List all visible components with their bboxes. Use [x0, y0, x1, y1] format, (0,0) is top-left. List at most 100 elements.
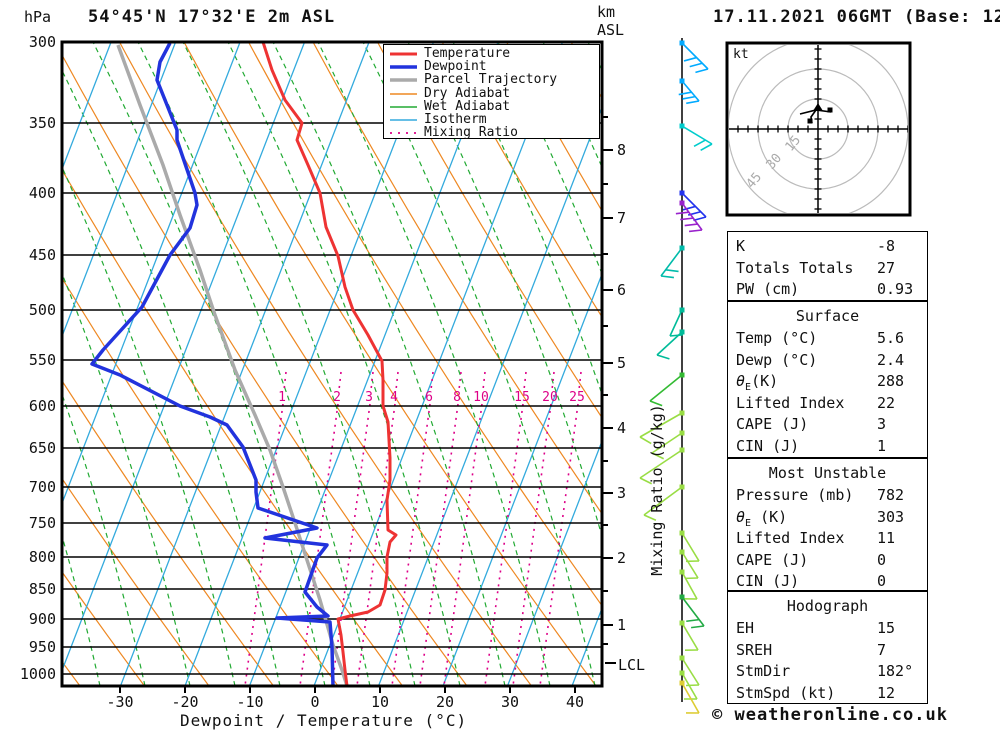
- bottom-axis-title: Dewpoint / Temperature (°C): [180, 711, 468, 730]
- wet-adiabat-line: [317, 42, 551, 686]
- wet-adiabat-line: [362, 42, 596, 686]
- wind-barb: [679, 123, 713, 152]
- isotherm-line: [313, 42, 564, 686]
- mixing-ratio-line: [338, 371, 342, 391]
- mixing-ratio-line: [430, 371, 434, 391]
- temp-tick-label: -10: [236, 693, 264, 711]
- table-row-value: 182°: [877, 662, 914, 680]
- wet-adiabat-line: [272, 42, 506, 686]
- table-row-value: 782: [877, 486, 905, 504]
- mixing-ratio-line: [482, 371, 486, 391]
- wind-barb-station-dot: [679, 307, 685, 313]
- km-tick-label: 5: [617, 354, 627, 372]
- legend-item-label: Mixing Ratio: [424, 125, 518, 141]
- wind-barb-shaft: [660, 247, 683, 277]
- km-tick-label: 8: [617, 141, 627, 159]
- wet-adiabat-line: [62, 69, 281, 686]
- mixing-ratio-line: [370, 371, 374, 391]
- mixing-ratio-line: [395, 371, 399, 391]
- wind-barb-feather: [700, 143, 713, 152]
- table-row-label: Lifted Index: [736, 529, 845, 547]
- table-row-label: CAPE (J): [736, 550, 809, 569]
- mixing-ratio-line: [484, 403, 524, 686]
- mixing-ratio-line: [551, 371, 555, 391]
- pressure-tick-label: 500: [28, 301, 56, 319]
- table-row: Lifted Index 22: [736, 394, 921, 412]
- km-tick-label: 6: [617, 281, 627, 299]
- pressure-tick-label: 750: [28, 514, 56, 532]
- table-row-label: Lifted Index: [736, 393, 845, 412]
- legend-item-label: Temperature: [424, 46, 511, 61]
- wind-barb: [651, 430, 685, 460]
- wind-barb-feather: [682, 95, 696, 100]
- table-row-label: StmSpd (kt): [736, 683, 836, 702]
- wind-barb-station-dot: [679, 680, 685, 686]
- mixing-ratio-value: 4: [390, 390, 398, 405]
- table-row: SREH 7: [736, 641, 921, 659]
- legend-item: Dewpoint: [384, 59, 599, 74]
- legend-item: Parcel Trajectory: [384, 72, 599, 87]
- wind-barb: [649, 372, 685, 407]
- wind-barb-shaft: [681, 672, 698, 700]
- table-row: Dewp (°C) 2.4: [736, 351, 921, 369]
- table-row-value: 2.4: [877, 350, 905, 369]
- indices-table: Hodograph EH 15 SREH 7 StmDir 182° StmSpd (kt) 1…: [727, 591, 928, 704]
- wet-adiabat-line: [182, 42, 416, 686]
- wind-barb-feather: [693, 216, 707, 222]
- mixing-ratio-line: [458, 371, 462, 391]
- pressure-tick-label: 850: [28, 580, 56, 598]
- wind-barb: [656, 329, 685, 360]
- table-row-value: -8: [877, 237, 896, 255]
- mixing-ratio-value: 3: [365, 390, 373, 405]
- wind-barb: [679, 594, 705, 629]
- table-row-label: CIN (J): [736, 572, 800, 590]
- wind-barb-station-dot: [679, 569, 685, 575]
- wind-barb-station-dot: [679, 40, 685, 46]
- wind-barb-station-dot: [679, 430, 685, 436]
- wind-barb: [679, 569, 698, 600]
- wind-barb-shaft: [651, 432, 683, 454]
- wind-barb-station-dot: [679, 123, 685, 129]
- table-row-value: 11: [877, 529, 896, 547]
- table-row-label: CIN (J): [736, 436, 800, 455]
- asl-axis-label: ASL: [597, 21, 625, 39]
- km-tick-label: 1: [617, 616, 627, 634]
- wind-barb-feather: [656, 354, 670, 360]
- legend-item: Temperature: [384, 46, 599, 61]
- isotherm-line: [62, 42, 177, 339]
- pressure-tick-label: 350: [28, 114, 56, 132]
- wind-barb-shaft: [639, 412, 683, 438]
- wind-barb: [679, 655, 700, 687]
- table-row-value: 3: [877, 415, 887, 433]
- isotherm-line: [119, 42, 370, 686]
- legend-item: Isotherm: [384, 112, 599, 127]
- wet-adiabat-line: [227, 42, 461, 686]
- table-row: PW (cm) 0.93: [736, 280, 921, 298]
- mixing-ratio-axis-label: Mixing Ratio (g/kg): [648, 404, 666, 576]
- wet-adiabat-line: [62, 534, 101, 686]
- wind-barb-shaft: [681, 596, 705, 627]
- wet-adiabat-line: [62, 165, 236, 686]
- table-row-value: 1: [877, 436, 887, 455]
- wind-barb-feather: [649, 400, 663, 407]
- table-row-value: 12: [877, 683, 896, 702]
- km-tick-label: 7: [617, 209, 627, 227]
- hodograph-kt-label: kt: [733, 47, 749, 62]
- wind-barb-feather: [683, 56, 697, 62]
- wind-barb-station-dot: [679, 484, 685, 490]
- legend-item: Mixing Ratio: [384, 125, 599, 141]
- table-row: Temp (°C) 5.6: [736, 329, 921, 347]
- wind-barb-feather: [639, 477, 653, 485]
- table-row-value: 303: [877, 507, 905, 526]
- hodograph-trace-dot: [827, 107, 833, 113]
- copyright: © weatheronline.co.uk: [712, 705, 948, 725]
- table-row-label: Dewp (°C): [736, 350, 818, 369]
- pressure-tick-label: 950: [28, 638, 56, 656]
- temp-tick-label: 30: [500, 693, 520, 711]
- table-row-value: 15: [877, 619, 896, 637]
- table-row-label: StmDir: [736, 662, 791, 680]
- pressure-tick-label: 450: [28, 246, 56, 264]
- run-title: 17.11.2021 06GMT (Base: 12): [713, 7, 1000, 27]
- dry-adiabat-line: [62, 379, 274, 686]
